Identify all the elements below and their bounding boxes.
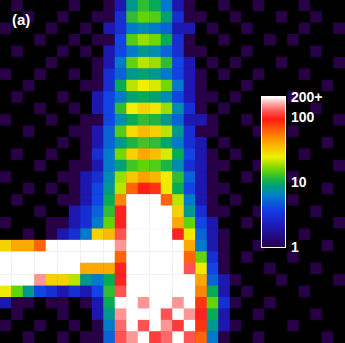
svg-text:10: 10 (291, 174, 307, 190)
svg-text:1: 1 (291, 239, 299, 255)
svg-text:(a): (a) (12, 11, 30, 28)
svg-text:200+: 200+ (291, 89, 323, 105)
svg-text:100: 100 (291, 109, 315, 125)
